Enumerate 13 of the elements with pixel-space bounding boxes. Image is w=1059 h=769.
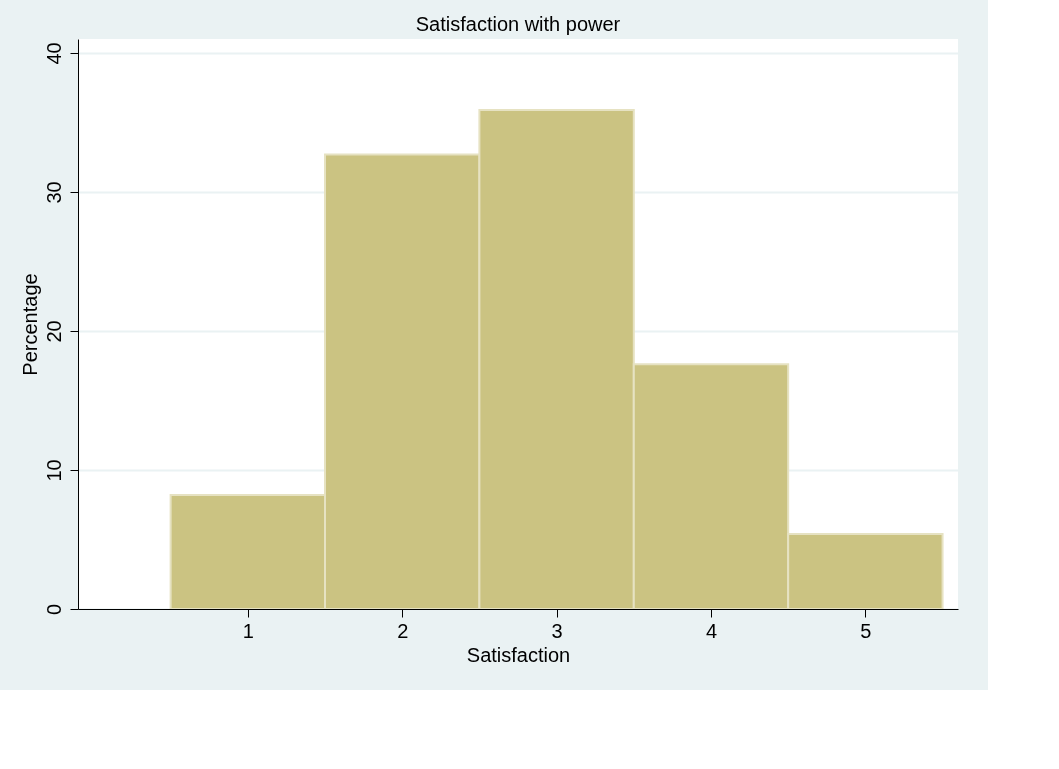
x-tick-label: 2 [397,619,409,642]
y-tick-label: 30 [42,181,65,204]
x-tick-label: 1 [242,619,254,642]
chart-title: Satisfaction with power [415,13,621,35]
y-tick-label: 10 [42,459,65,482]
x-tick-label: 4 [705,619,718,642]
x-axis-title: Satisfaction [466,643,571,666]
y-tick-label: 40 [42,42,65,65]
x-tick-label: 3 [551,619,563,642]
y-tick-label: 20 [42,320,65,343]
y-tick-label: 0 [42,603,65,616]
x-tick-label: 5 [860,619,872,642]
y-axis-title: Percentage [18,273,41,376]
